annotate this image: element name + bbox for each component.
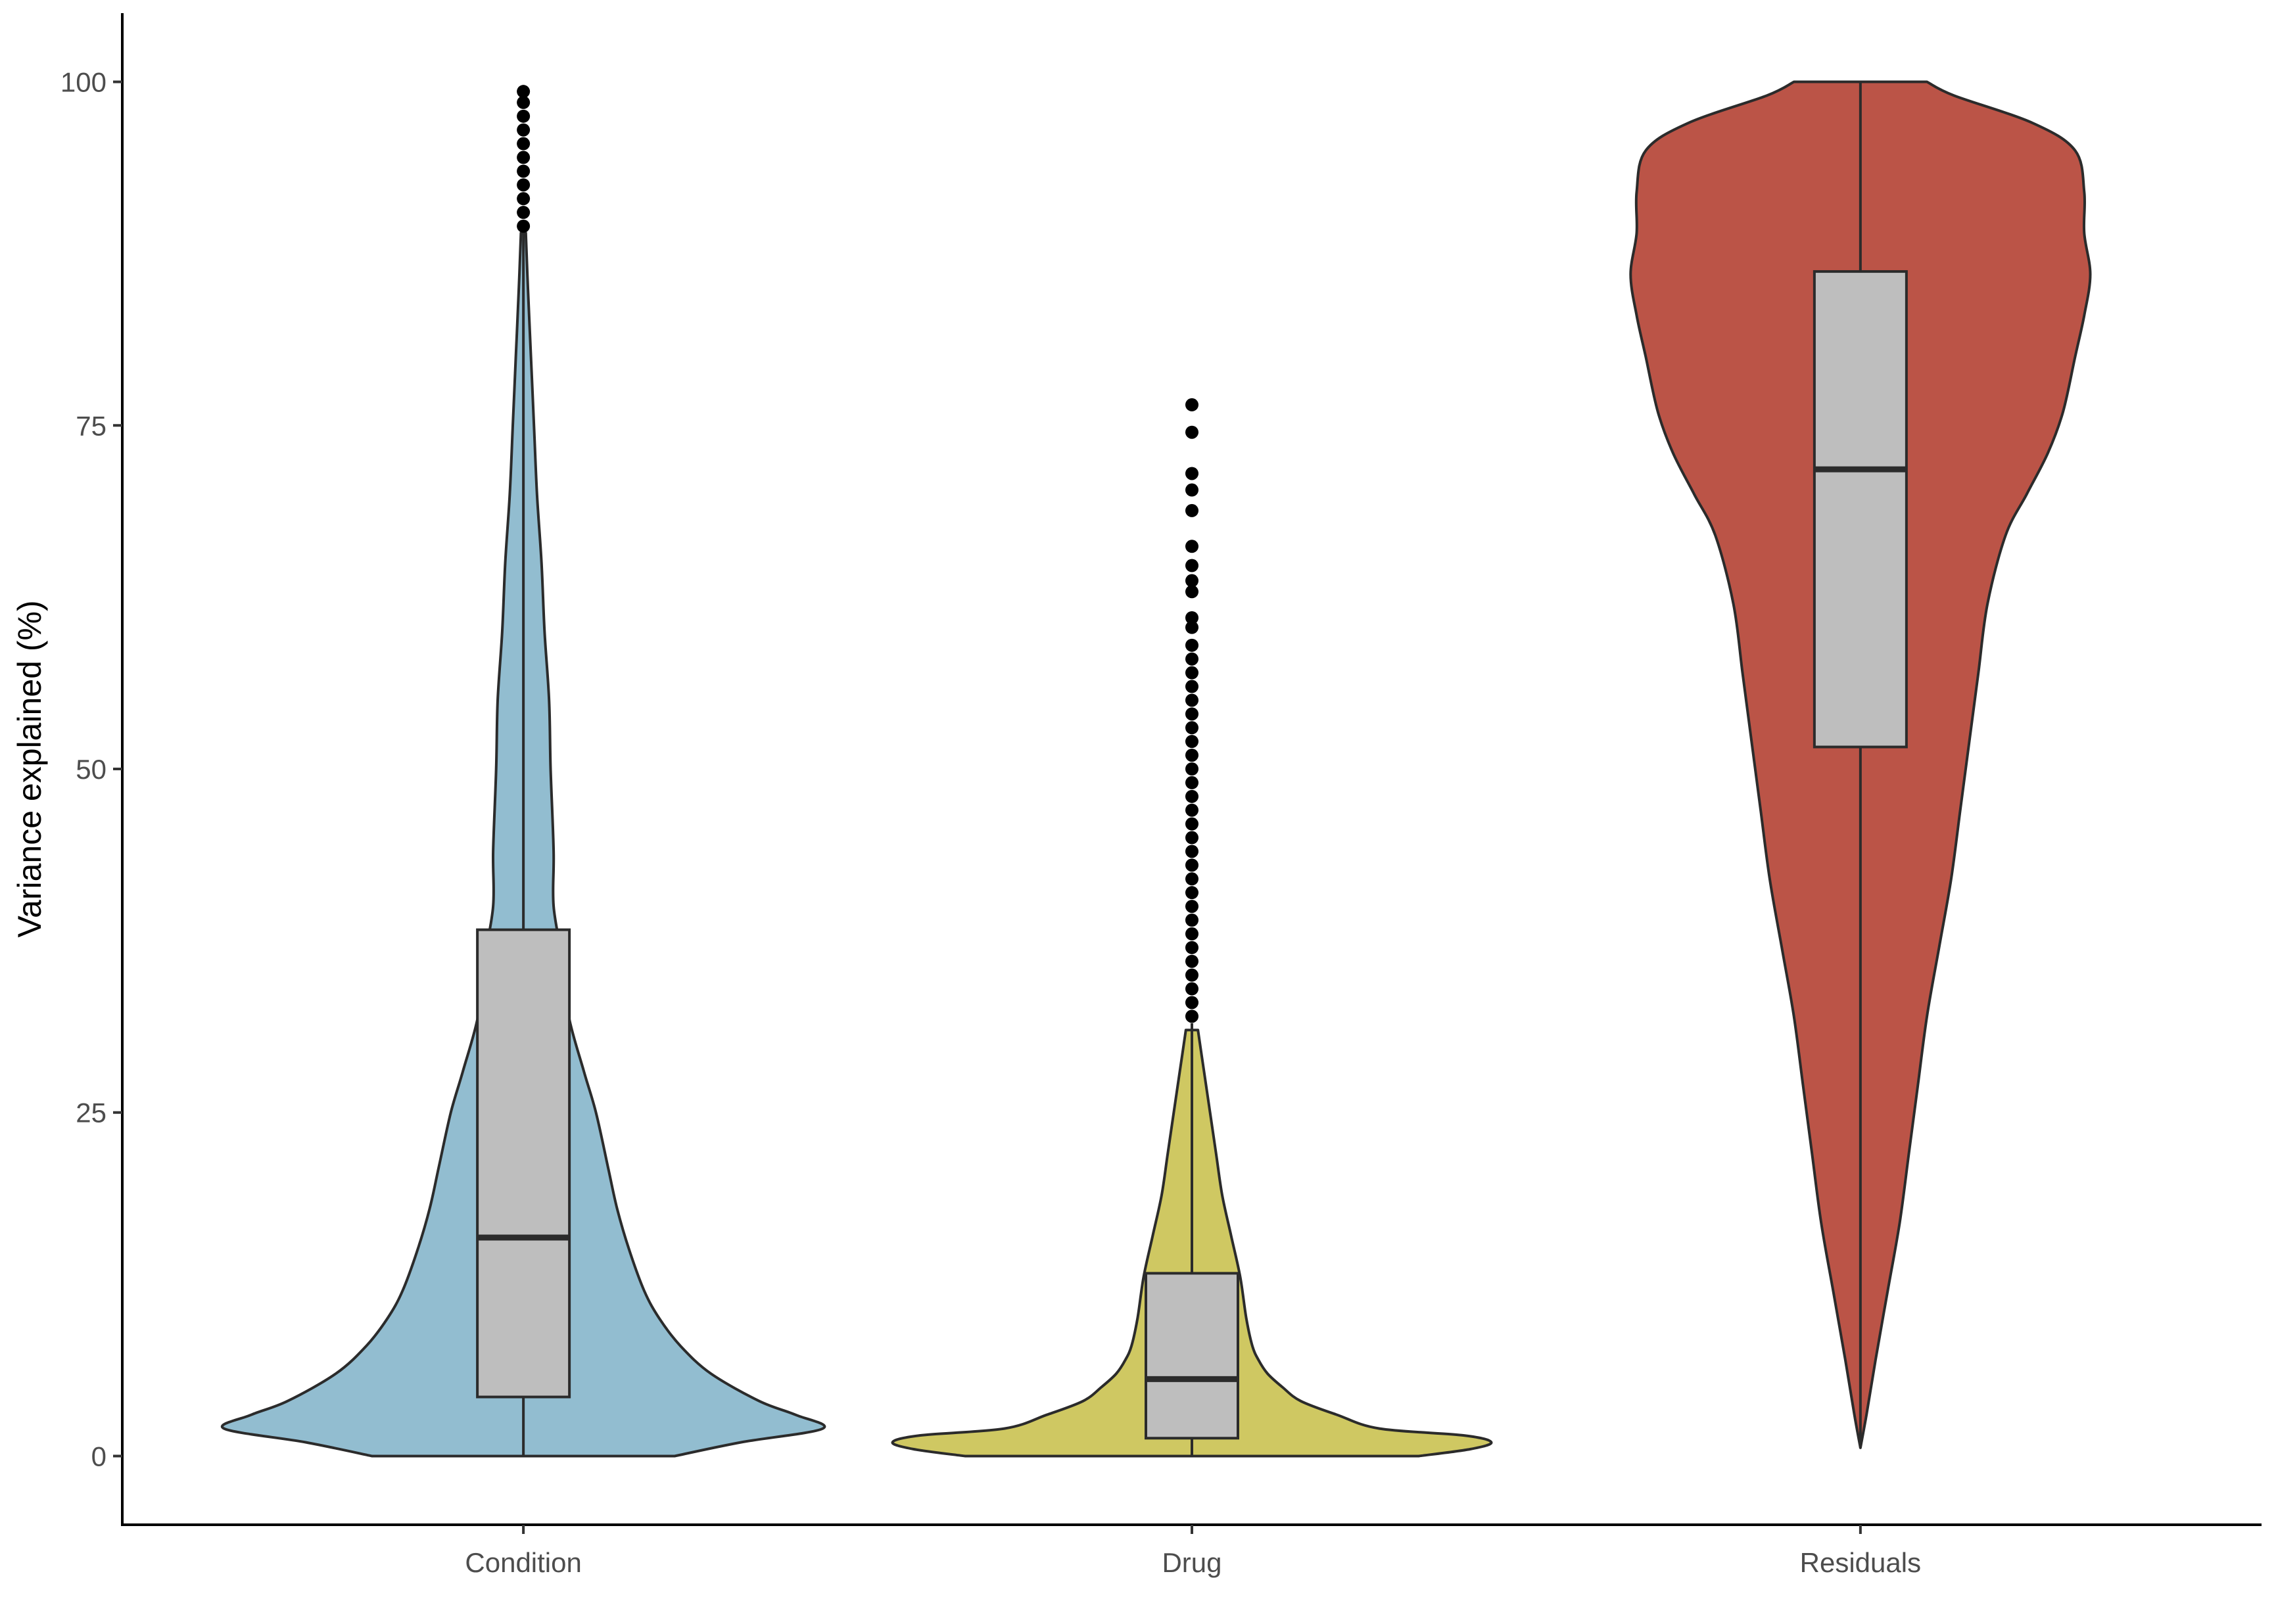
y-tick-label: 50 <box>76 754 107 785</box>
outlier-point-drug <box>1185 831 1198 845</box>
outlier-point-drug <box>1185 982 1198 996</box>
x-tick-label-condition: Condition <box>465 1547 581 1578</box>
outlier-point-drug <box>1185 789 1198 803</box>
boxplot-layer <box>476 81 1908 1456</box>
outlier-point-drug <box>1185 503 1198 517</box>
outlier-point-drug <box>1185 666 1198 680</box>
outlier-point-drug <box>1185 1009 1198 1023</box>
box-residuals <box>1813 270 1908 749</box>
y-tick-label: 25 <box>76 1098 107 1128</box>
outlier-point-condition <box>517 151 531 164</box>
outlier-layer <box>517 85 1198 1023</box>
outlier-point-drug <box>1185 845 1198 858</box>
outlier-point-drug <box>1185 900 1198 914</box>
outlier-point-condition <box>517 164 531 178</box>
outlier-point-drug <box>1185 425 1198 439</box>
outlier-point-condition <box>517 137 531 151</box>
outlier-point-drug <box>1185 540 1198 553</box>
outlier-point-drug <box>1185 749 1198 762</box>
y-tick-label: 100 <box>60 67 107 98</box>
outlier-point-drug <box>1185 954 1198 968</box>
outlier-point-drug <box>1185 776 1198 789</box>
outlier-point-drug <box>1185 693 1198 707</box>
box-drug <box>1145 1272 1239 1440</box>
outlier-point-drug <box>1185 996 1198 1009</box>
outlier-point-condition <box>517 178 531 192</box>
outlier-point-drug <box>1185 927 1198 940</box>
outlier-point-drug <box>1185 483 1198 497</box>
y-axis-title: Variance explained (%) <box>11 600 48 937</box>
outlier-point-drug <box>1185 467 1198 480</box>
x-tick-label-residuals: Residuals <box>1800 1547 1921 1578</box>
y-tick-label: 75 <box>76 410 107 441</box>
outlier-point-drug <box>1185 858 1198 872</box>
outlier-point-drug <box>1185 398 1198 411</box>
outlier-point-drug <box>1185 735 1198 749</box>
box-condition <box>476 928 571 1399</box>
x-tick-label-drug: Drug <box>1162 1547 1221 1578</box>
outlier-point-condition <box>517 123 531 137</box>
outlier-point-drug <box>1185 940 1198 954</box>
outlier-point-condition <box>517 206 531 220</box>
outlier-point-drug <box>1185 817 1198 831</box>
outlier-point-drug <box>1185 721 1198 735</box>
outlier-point-condition <box>517 192 531 206</box>
outlier-point-drug <box>1185 559 1198 572</box>
outlier-point-condition <box>517 95 531 109</box>
outlier-point-drug <box>1185 872 1198 886</box>
outlier-point-drug <box>1185 968 1198 982</box>
outlier-point-drug <box>1185 680 1198 693</box>
outlier-point-drug <box>1185 574 1198 588</box>
outlier-point-drug <box>1185 914 1198 927</box>
outlier-point-drug <box>1185 638 1198 652</box>
outlier-point-drug <box>1185 652 1198 666</box>
outlier-point-drug <box>1185 803 1198 817</box>
outlier-point-condition <box>517 109 531 123</box>
outlier-point-drug <box>1185 886 1198 900</box>
outlier-point-condition <box>517 85 531 99</box>
outlier-point-condition <box>517 220 531 233</box>
outlier-point-drug <box>1185 707 1198 721</box>
y-tick-label: 0 <box>91 1441 107 1472</box>
outlier-point-drug <box>1185 585 1198 599</box>
y-ticks: 0 25 50 75 100 <box>60 67 122 1472</box>
x-ticks: Condition Drug Residuals <box>465 1525 1921 1578</box>
outlier-point-drug <box>1185 611 1198 624</box>
outlier-point-drug <box>1185 762 1198 776</box>
outlier-point-drug <box>1185 620 1198 634</box>
